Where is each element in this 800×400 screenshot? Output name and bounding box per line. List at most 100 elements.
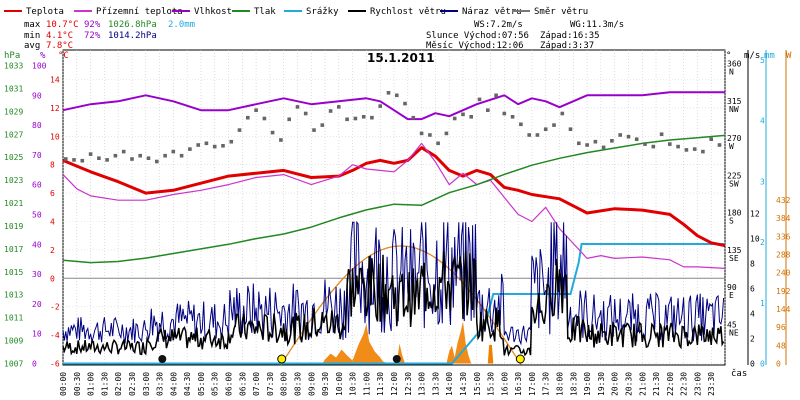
wind-direction-point-17 [204, 141, 209, 146]
dir-label-NW: NW [729, 105, 739, 114]
x-tick-2300: 23:00 [693, 372, 702, 396]
pct-tick-30: 30 [32, 270, 42, 279]
wind-direction-point-7 [121, 149, 126, 154]
wind-direction-point-25 [270, 130, 275, 135]
mm-tick-0: 0 [760, 360, 765, 369]
wind-direction-point-77 [701, 149, 705, 154]
hpa-tick-1011: 1011 [4, 314, 23, 323]
ms-tick-6: 6 [750, 285, 755, 294]
dir-tick-270: 270 [727, 134, 742, 143]
x-tick-0800: 08:00 [280, 372, 289, 396]
dir-tick-315: 315 [727, 97, 742, 106]
wind-direction-point-56 [527, 133, 531, 137]
pressure-line [62, 134, 726, 264]
x-tick-0900: 09:00 [307, 372, 316, 396]
stat-min-press: 1014.2hPa [108, 31, 157, 41]
wind-direction-point-53 [502, 111, 507, 116]
degc-tick-6: 6 [50, 189, 55, 198]
dir-tick-360: 360 [727, 60, 742, 69]
x-tick-0930: 09:30 [321, 372, 330, 396]
pct-tick-70: 70 [32, 151, 42, 160]
legend-label-7: Směr větru [534, 7, 588, 17]
w-tick-384: 384 [776, 214, 791, 223]
hpa-tick-1029: 1029 [4, 107, 23, 116]
y-axes: 1033103110291027102510231021101910171015… [4, 50, 791, 369]
wind-direction-point-19 [221, 144, 225, 148]
ms-tick-12: 12 [750, 210, 760, 219]
wind-direction-point-22 [246, 115, 250, 120]
w-tick-192: 192 [776, 287, 791, 296]
sunrise-marker [277, 354, 287, 364]
x-tick-1900: 19:00 [583, 372, 592, 396]
wind-direction-point-50 [477, 97, 482, 102]
x-tick-2230: 22:30 [680, 372, 689, 396]
solar-radiation-area-3 [487, 345, 494, 364]
wind-direction-point-21 [237, 128, 242, 132]
x-tick-0030: 00:30 [73, 372, 82, 396]
dir-label-SE: SE [729, 254, 739, 263]
x-tick-1730: 17:30 [542, 372, 551, 396]
wind-direction-point-30 [312, 128, 316, 132]
x-tick-1200: 12:00 [390, 372, 399, 396]
wind-direction-point-44 [428, 133, 432, 137]
legend-label-4: Srážky [306, 7, 339, 17]
w-tick-240: 240 [776, 269, 791, 278]
x-axis-label: čas [731, 368, 747, 379]
axis-title-w: W [786, 51, 792, 61]
x-tick-0330: 03:30 [156, 372, 165, 396]
hpa-tick-1017: 1017 [4, 245, 23, 254]
mm-tick-3: 3 [760, 177, 765, 186]
w-tick-0: 0 [776, 360, 781, 369]
wind-direction-point-39 [386, 91, 391, 95]
solar-radiation-area [322, 323, 408, 364]
wind-direction-point-55 [519, 122, 523, 127]
legend-label-1: Přízemní teplota [96, 7, 183, 17]
axis-title-mm: mm [764, 51, 775, 61]
wind-direction-point-64 [593, 139, 598, 144]
solar-radiation-area-2 [446, 321, 472, 364]
ms-tick-4: 4 [750, 310, 755, 319]
w-tick-144: 144 [776, 305, 791, 314]
wind-direction-point-45 [436, 141, 440, 146]
x-tick-0700: 07:00 [252, 372, 261, 396]
dir-label-N: N [729, 68, 734, 77]
wind-direction-point-72 [659, 132, 664, 136]
wind-direction-point-26 [279, 138, 283, 142]
pct-tick-20: 20 [32, 300, 42, 309]
x-tick-1830: 18:30 [569, 372, 578, 396]
stat-min-temp: 4.1°C [46, 31, 73, 41]
w-tick-96: 96 [776, 323, 786, 332]
wind-direction-point-5 [105, 158, 109, 162]
ms-tick-2: 2 [750, 335, 755, 344]
wind-direction-point-31 [320, 123, 325, 127]
info-sun: Slunce Východ:07:56 [426, 31, 529, 41]
sun-elevation-curve [280, 245, 522, 366]
info-block: WS:7.2m/s WG:11.3m/s Slunce Východ:07:56… [426, 20, 624, 51]
wind-direction-point-47 [452, 116, 457, 121]
stat-avg-temp: 7.8°C [46, 41, 73, 51]
wind-direction-point-4 [97, 156, 101, 160]
degc-tick-4: 4 [50, 218, 55, 227]
axis-title-hpa: hPa [4, 51, 20, 61]
wind-direction-point-78 [709, 137, 713, 141]
dir-tick-90: 90 [727, 283, 737, 292]
stat-max-hum: 92% [84, 20, 101, 30]
stat-avg-label: avg [24, 41, 40, 51]
ms-tick-0: 0 [750, 360, 755, 369]
wind-direction-point-9 [138, 153, 142, 158]
w-tick-48: 48 [776, 341, 786, 350]
stat-max-label: max [24, 20, 41, 30]
x-tick-1030: 10:30 [349, 372, 358, 396]
pct-tick-10: 10 [32, 330, 42, 339]
wind-direction-point-8 [130, 157, 134, 161]
wind-direction-point-60 [560, 111, 565, 116]
pct-tick-60: 60 [32, 181, 42, 190]
wind-direction-point-51 [486, 108, 490, 112]
wind-direction-point-66 [610, 139, 614, 143]
wind-direction-point-59 [552, 123, 556, 127]
legend: Teplota Přízemní teplota Vlhkost Tlak Srážky… [4, 7, 588, 17]
wind-direction-point-6 [113, 153, 118, 158]
x-tick-1500: 15:00 [473, 372, 482, 396]
wind-direction-point-14 [179, 153, 184, 158]
x-tick-0630: 06:30 [238, 372, 247, 396]
